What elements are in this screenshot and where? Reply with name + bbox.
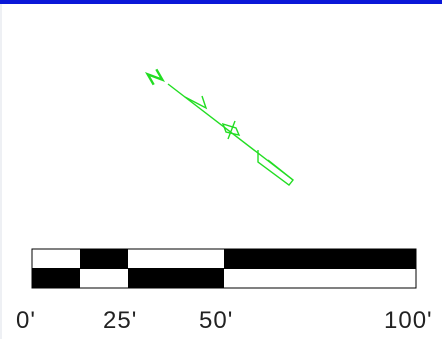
- north-letter: [144, 68, 166, 86]
- scale-segment: [32, 268, 80, 288]
- scale-labels: 0' 25' 50' 100': [16, 307, 433, 334]
- scale-label-0: 0': [16, 307, 36, 334]
- left-edge: [0, 4, 2, 339]
- north-arrow-icon: [144, 68, 294, 186]
- scale-label-25: 25': [103, 307, 137, 334]
- scale-label-50: 50': [199, 307, 233, 334]
- scale-bar: [31, 248, 417, 289]
- scale-segment: [128, 268, 224, 288]
- scale-segment: [224, 249, 416, 269]
- scale-label-100: 100': [384, 307, 433, 334]
- top-border: [0, 0, 442, 4]
- scale-segment: [80, 249, 128, 269]
